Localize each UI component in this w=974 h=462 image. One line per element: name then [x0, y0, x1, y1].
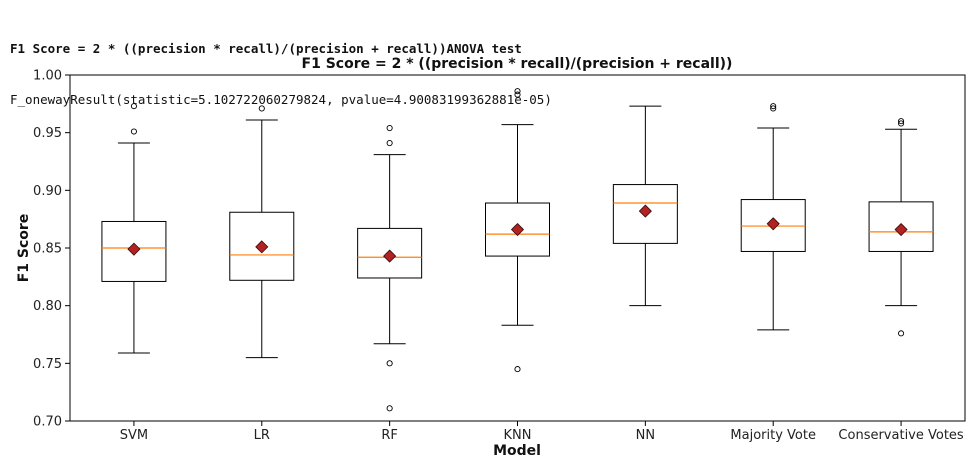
- y-tick-label: 0.70: [33, 415, 62, 430]
- x-tick-label: Conservative Votes: [838, 428, 964, 443]
- mean-marker: [383, 249, 397, 263]
- y-tick-label: 0.80: [33, 299, 62, 314]
- y-axis-label: F1 Score: [16, 214, 32, 283]
- box-group: [357, 125, 423, 412]
- x-tick-label: Majority Vote: [730, 428, 816, 443]
- outlier-point: [898, 330, 905, 337]
- x-tick-label: KNN: [504, 428, 532, 443]
- outlier-point: [258, 105, 265, 112]
- box-group: [485, 88, 550, 373]
- box-group: [740, 103, 806, 331]
- y-tick-label: 0.85: [33, 242, 62, 257]
- mean-marker: [894, 222, 908, 237]
- mean-marker: [127, 242, 141, 256]
- outlier-point: [386, 360, 393, 367]
- outlier-point: [514, 91, 521, 98]
- outlier-point: [130, 128, 137, 135]
- y-tick-label: 0.95: [33, 126, 62, 141]
- x-tick-label: NN: [636, 428, 655, 443]
- box-iqr: [612, 184, 678, 244]
- box-group: [101, 103, 167, 354]
- outlier-point: [386, 125, 393, 132]
- mean-marker: [766, 217, 780, 231]
- cell-output: F1 Score = 2 * ((precision * recall)/(pr…: [10, 6, 552, 125]
- outlier-point: [386, 405, 393, 412]
- x-tick-label: LR: [254, 428, 270, 443]
- y-tick-label: 1.00: [33, 69, 62, 84]
- chart-title: F1 Score = 2 * ((precision * recall)/(pr…: [302, 56, 733, 72]
- outlier-point: [898, 118, 905, 125]
- y-tick-label: 0.75: [33, 357, 62, 372]
- outlier-point: [130, 103, 137, 110]
- outlier-point: [770, 105, 777, 112]
- box-iqr: [101, 220, 167, 282]
- anova-result-line: F_onewayResult(statistic=5.1027220602798…: [10, 92, 552, 107]
- y-tick-label: 0.90: [33, 184, 62, 199]
- x-tick-label: RF: [381, 428, 398, 443]
- outlier-point: [514, 366, 521, 373]
- output-heading: F1 Score = 2 * ((precision * recall)/(pr…: [10, 41, 522, 56]
- box-group: [612, 105, 678, 307]
- x-axis-label: Model: [493, 443, 541, 459]
- box-group: [868, 118, 934, 337]
- box-iqr: [868, 201, 934, 252]
- outlier-point: [514, 88, 521, 95]
- box-iqr: [229, 211, 295, 281]
- box-iqr: [357, 227, 423, 279]
- mean-marker: [255, 240, 269, 254]
- box-group: [229, 105, 295, 359]
- outlier-point: [898, 120, 905, 127]
- mean-marker: [510, 222, 525, 237]
- outlier-point: [770, 103, 777, 110]
- x-tick-label: SVM: [120, 428, 148, 443]
- outlier-point: [386, 139, 393, 147]
- box-iqr: [485, 202, 550, 257]
- mean-marker: [638, 204, 652, 218]
